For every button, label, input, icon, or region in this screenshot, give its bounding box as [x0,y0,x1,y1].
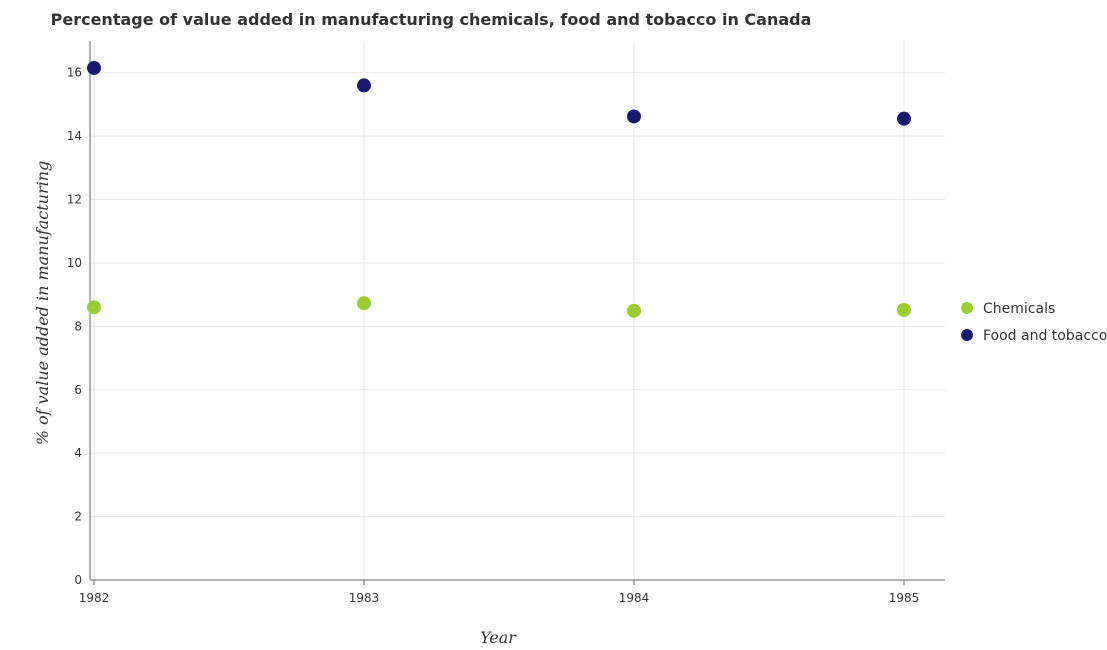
data-point-food-and-tobacco [87,60,101,75]
y-tick-label: 8 [74,319,82,333]
x-tick-label: 1984 [619,591,650,605]
y-tick-label: 6 [74,383,82,397]
data-point-chemicals [897,302,911,317]
y-tick-label: 16 [67,66,82,80]
y-tick-label: 10 [67,256,82,270]
data-points [87,60,911,318]
data-point-food-and-tobacco [897,111,911,126]
axes [89,41,945,585]
y-tick-label: 14 [67,129,82,143]
grid-lines [90,41,945,581]
legend-label: Food and tobacco [983,328,1107,344]
legend: Chemicals Food and tobacco [961,301,1107,344]
y-axis-label: % of value added in manufacturing [33,161,52,446]
tick-labels: 0 2 4 6 8 10 12 14 16 1982 1983 1984 1985 [67,66,920,605]
data-point-food-and-tobacco [357,78,371,93]
data-point-chemicals [87,300,101,315]
y-tick-label: 4 [74,446,82,460]
x-axis-label: Year [480,628,517,647]
data-point-chemicals [357,296,371,311]
chart-title: Percentage of value added in manufacturi… [51,10,812,29]
legend-label: Chemicals [983,301,1055,317]
x-tick-label: 1983 [349,591,380,605]
y-tick-label: 2 [74,510,82,524]
legend-marker [961,302,973,314]
legend-marker [961,329,973,341]
y-tick-label: 0 [74,573,82,587]
data-point-chemicals [627,303,641,318]
y-tick-label: 12 [67,193,82,207]
x-tick-label: 1985 [889,591,920,605]
x-tick-label: 1982 [79,591,110,605]
data-point-food-and-tobacco [627,109,641,124]
